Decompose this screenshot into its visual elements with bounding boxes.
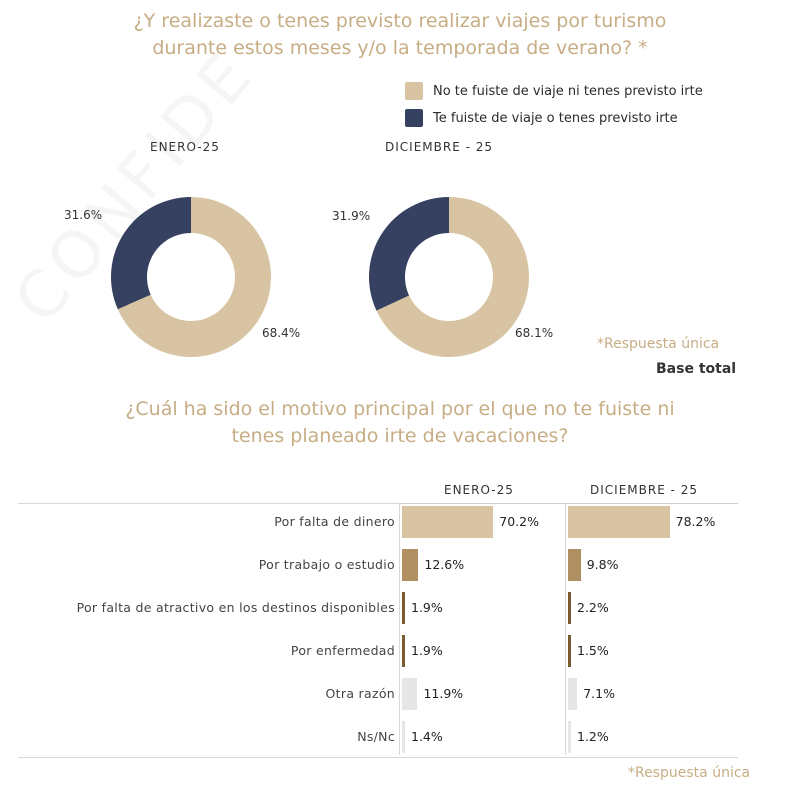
bar-value-label: 11.9% [423,686,464,701]
bar-header-diciembre: DICIEMBRE - 25 [590,483,699,497]
bar-value-label: 12.6% [424,557,465,572]
bar-enero [402,592,405,624]
bar-note: *Respuesta única [628,765,751,781]
legend-swatch-travelled [405,109,423,127]
table-bottom-rule [18,757,738,758]
donut-slice-travelled [369,197,449,311]
donut-legend: No te fuiste de viaje ni tenes previsto … [405,82,703,127]
bar-category-label: Por falta de dinero [274,514,395,529]
legend-item-not-travelled: No te fuiste de viaje ni tenes previsto … [405,82,703,100]
legend-swatch-not-travelled [405,82,423,100]
bar-category-label: Por falta de atractivo en los destinos d… [76,600,395,615]
bar-enero [402,549,419,581]
bar-enero [402,635,405,667]
table-top-rule [18,503,398,504]
table-header-rule [398,503,738,504]
bar-enero [402,678,418,710]
table-divider-2 [565,503,566,755]
legend-item-travelled: Te fuiste de viaje o tenes previsto irte [405,109,703,127]
table-divider-1 [399,503,400,755]
bar-header-enero: ENERO-25 [444,483,514,497]
donut-enero-travelled-label: 31.6% [64,208,103,222]
bar-diciembre [568,678,578,710]
bar-enero [402,721,405,753]
donut-slice-not-travelled [376,197,529,357]
bar-diciembre [568,635,571,667]
bar-value-label: 1.4% [411,729,443,744]
bar-category-label: Por enfermedad [290,643,395,658]
bar-value-label: 70.2% [499,514,539,529]
bar-diciembre [568,549,581,581]
legend-label-travelled: Te fuiste de viaje o tenes previsto irte [433,110,678,126]
donut-base: Base total [656,361,737,377]
donut-label-enero: ENERO-25 [150,140,220,154]
bar-value-label: 1.9% [411,600,443,615]
bar-diciembre [568,592,571,624]
donut-slice-not-travelled [117,197,272,357]
donut-chart-diciembre [369,197,529,357]
donut-chart-enero [111,197,272,357]
legend-label-not-travelled: No te fuiste de viaje ni tenes previsto … [433,83,703,99]
donut-diciembre-travelled-label: 31.9% [332,209,371,223]
bar-category-label: Ns/Nc [357,729,395,744]
donut-diciembre-not-travelled-label: 68.1% [515,326,554,340]
donut-slice-travelled [111,197,191,310]
bar-enero [402,506,494,538]
bar-diciembre [568,721,571,753]
bar-section-title: ¿Cuál ha sido el motivo principal por el… [125,398,675,447]
bar-value-label: 7.1% [583,686,615,701]
bar-value-label: 78.2% [675,514,716,529]
bar-category-label: Por trabajo o estudio [258,557,395,572]
donut-section-title: ¿Y realizaste o tenes previsto realizar … [133,10,667,59]
bar-diciembre [568,506,670,538]
bar-category-label: Otra razón [325,686,395,701]
bar-value-label: 9.8% [586,557,619,572]
donut-note: *Respuesta única [597,336,720,352]
bar-value-label: 1.5% [577,643,609,658]
donut-label-diciembre: DICIEMBRE - 25 [385,140,494,154]
bar-value-label: 2.2% [577,600,609,615]
bar-value-label: 1.9% [411,643,443,658]
donut-enero-not-travelled-label: 68.4% [262,326,301,340]
bar-value-label: 1.2% [577,729,609,744]
